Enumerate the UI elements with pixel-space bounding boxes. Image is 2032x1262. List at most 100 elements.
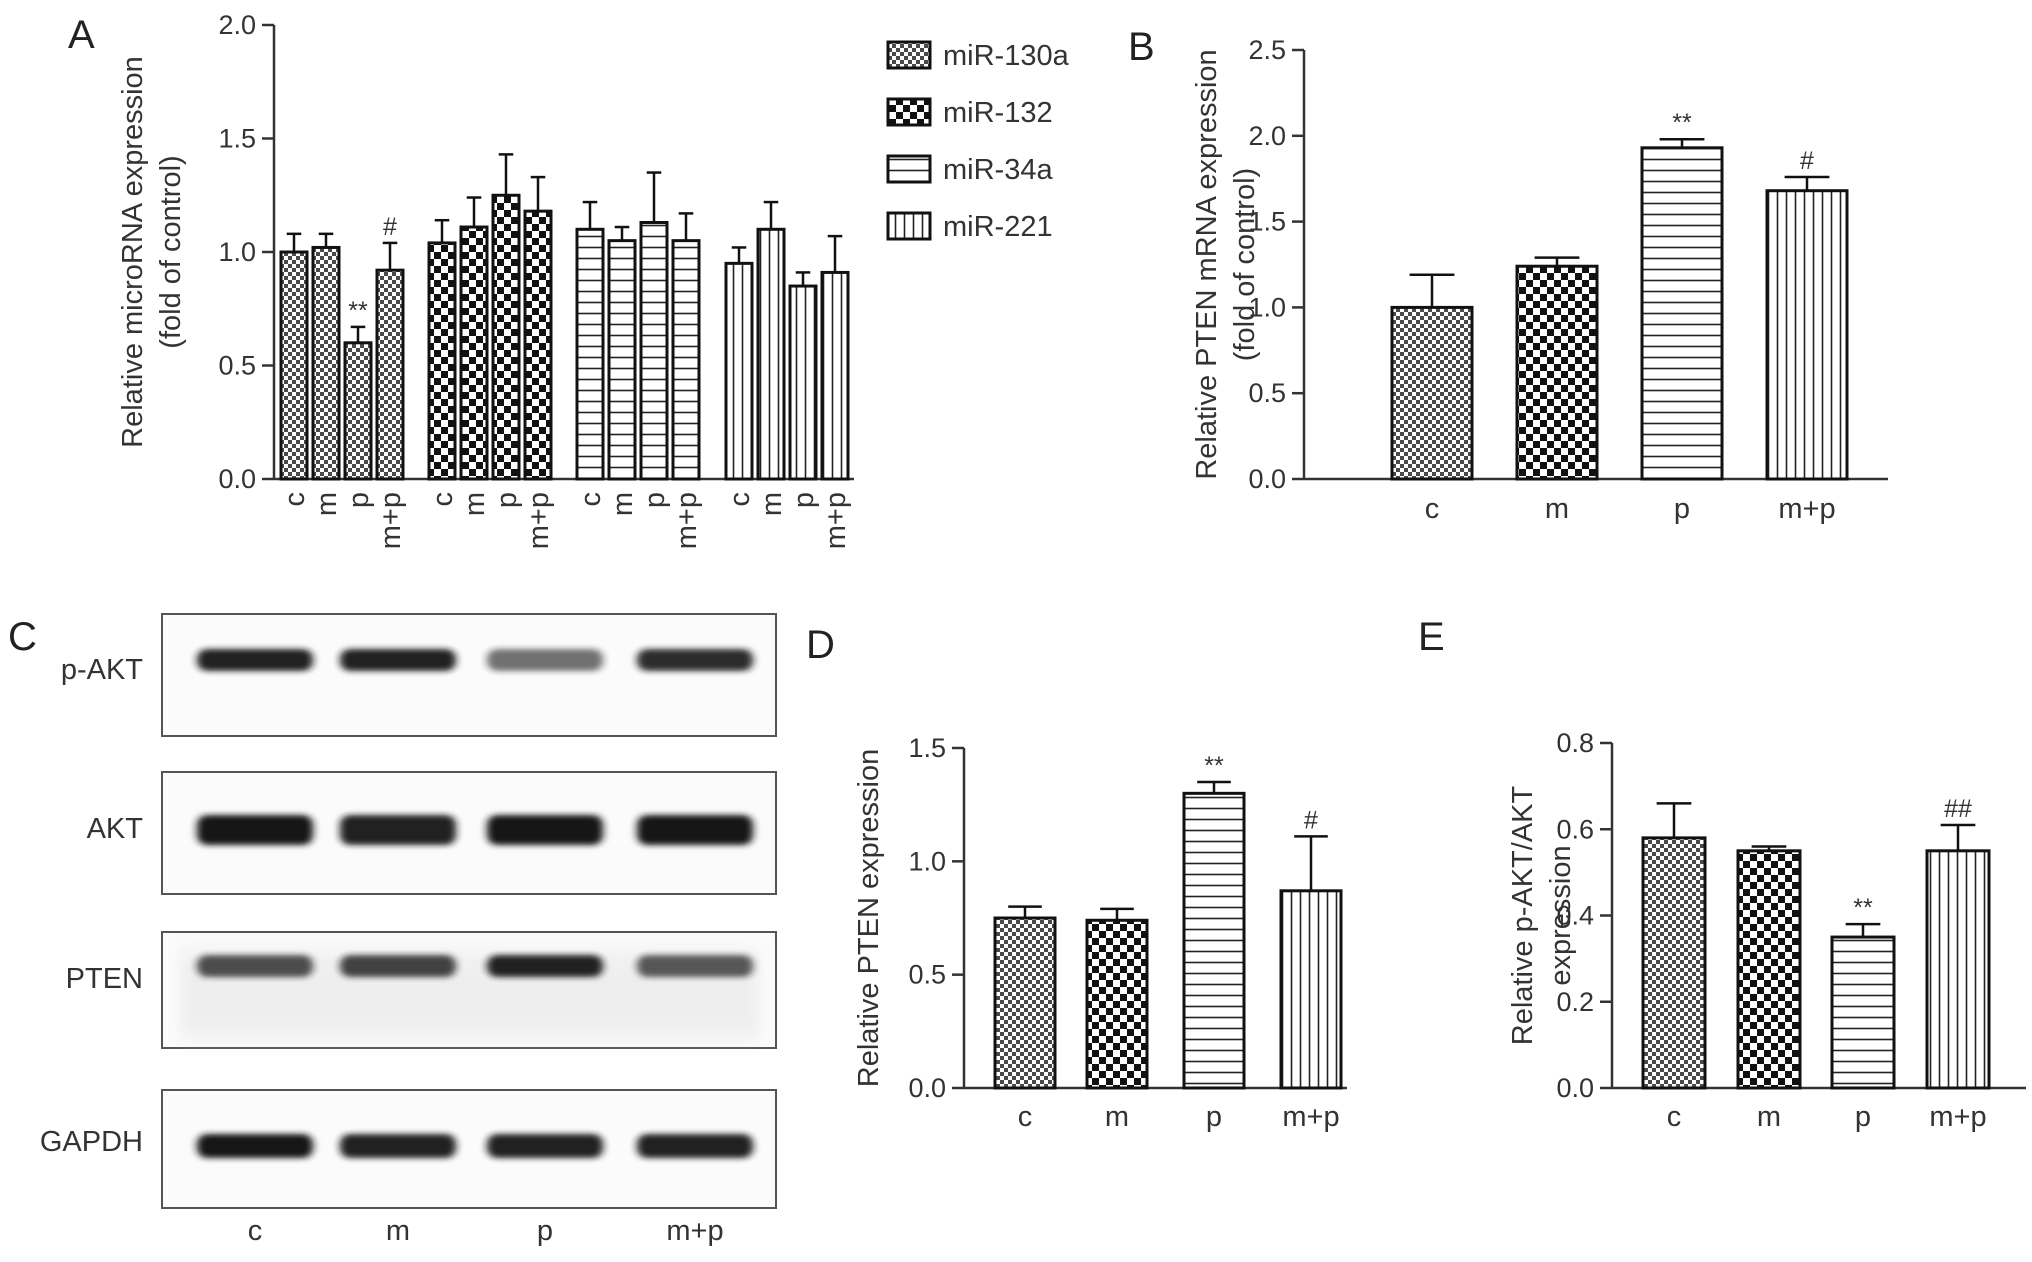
bar-d [1182, 791, 1246, 1090]
x-tick-label-a: m [311, 492, 343, 516]
significance-mark-e: ## [1944, 795, 1972, 823]
significance-mark-a: # [383, 213, 397, 241]
legend-label: miR-132 [943, 97, 1053, 129]
x-tick-label-a: m+p [523, 492, 555, 549]
panel-label-b: B [1128, 25, 1155, 69]
bar-a [375, 268, 405, 481]
y-tick-label-a: 1.5 [218, 124, 256, 154]
y-tick-label-b: 1.0 [1248, 292, 1286, 322]
bar-a [311, 245, 341, 481]
y-tick-label-d: 1.0 [908, 846, 946, 876]
blot-band [340, 815, 456, 845]
bar-a [343, 341, 373, 481]
y-tick-label-e: 0.6 [1556, 814, 1594, 844]
x-tick-label-e: m+p [1929, 1101, 1986, 1133]
blot-band [487, 649, 603, 671]
y-axis-label-d: Relative PTEN expression [853, 749, 885, 1087]
y-tick-label-b: 0.0 [1248, 464, 1286, 494]
y-tick-label-e: 0.0 [1556, 1073, 1594, 1103]
bar-d [1085, 918, 1149, 1090]
x-tick-label-b: m [1545, 493, 1569, 525]
blot-band [637, 649, 753, 671]
bar-e [1736, 849, 1802, 1090]
x-tick-label-e: p [1855, 1101, 1871, 1133]
bar-b [1515, 264, 1599, 481]
panel-label-e: E [1418, 615, 1445, 659]
x-tick-label-a: m [607, 492, 639, 516]
y-tick-label-d: 0.0 [908, 1073, 946, 1103]
bar-a [491, 193, 521, 481]
y-axis-label-e: expression [1545, 845, 1577, 985]
y-tick-label-b: 1.5 [1248, 207, 1286, 237]
bar-a [756, 227, 786, 481]
blot-band [487, 815, 603, 845]
blot-lane-label: p [537, 1215, 553, 1247]
x-tick-label-d: m+p [1282, 1101, 1339, 1133]
y-tick-label-a: 0.0 [218, 464, 256, 494]
x-tick-label-a: m+p [820, 492, 852, 549]
bar-a [575, 227, 605, 481]
bar-a [279, 250, 309, 481]
x-tick-label-a: c [427, 492, 459, 507]
blot-band [637, 815, 753, 845]
bar-a [459, 225, 489, 481]
x-tick-label-b: m+p [1778, 493, 1835, 525]
blot-band [637, 1134, 753, 1158]
bar-a [523, 209, 553, 481]
y-tick-label-a: 2.0 [218, 10, 256, 40]
x-tick-label-b: p [1674, 493, 1690, 525]
legend-label: miR-221 [943, 211, 1053, 243]
bar-e [1641, 836, 1707, 1090]
blot-row-label: AKT [87, 813, 144, 845]
y-tick-label-d: 1.5 [908, 733, 946, 763]
bar-a [820, 270, 850, 481]
blot-lane-label: m [386, 1215, 410, 1247]
bar-b [1390, 305, 1474, 481]
panel-label-d: D [806, 623, 835, 667]
y-tick-label-b: 2.0 [1248, 121, 1286, 151]
y-tick-label-a: 0.5 [218, 351, 256, 381]
x-tick-label-a: c [279, 492, 311, 507]
y-tick-label-b: 2.5 [1248, 35, 1286, 65]
western-blot-panel: p-AKT AKT PTEN GAPDH c m p m+p [40, 613, 777, 1247]
blot-band [340, 1134, 456, 1158]
bar-a [639, 220, 669, 481]
blot-lane-label: m+p [666, 1215, 723, 1247]
bar-a [724, 261, 754, 481]
chart-panel-e: 0.0 0.2 0.4 0.6 0.8 Relative p-AKT/AKT express… [1507, 728, 2026, 1133]
bar-a [427, 241, 457, 481]
x-tick-label-a: p [491, 492, 523, 508]
x-tick-label-e: m [1757, 1101, 1781, 1133]
significance-mark-b: # [1800, 147, 1814, 175]
x-tick-label-d: c [1018, 1101, 1033, 1133]
y-axis-label-e: Relative p-AKT/AKT [1507, 785, 1539, 1045]
legend-swatch [886, 211, 932, 241]
x-tick-label-d: m [1105, 1101, 1129, 1133]
significance-mark-a: ** [348, 297, 368, 325]
x-tick-label-d: p [1206, 1101, 1222, 1133]
bar-b [1640, 146, 1724, 481]
blot-band [197, 815, 313, 845]
significance-mark-d: ** [1204, 752, 1224, 780]
bar-b [1765, 189, 1849, 481]
y-tick-label-e: 0.2 [1556, 987, 1594, 1017]
blot-frame [161, 613, 777, 737]
x-tick-label-e: c [1667, 1101, 1682, 1133]
bar-a [607, 239, 637, 481]
x-tick-label-a: m+p [375, 492, 407, 549]
blot-lane-label: c [248, 1215, 263, 1247]
panel-label-a: A [68, 13, 95, 57]
chart-panel-a: 0.0 0.5 1.0 1.5 2.0 Relative microRNA express… [117, 10, 854, 549]
chart-panel-b: 0.0 0.5 1.0 1.5 2.0 2.5 Relative PTEN mRNA exp… [1191, 35, 1888, 525]
blot-band [487, 1134, 603, 1158]
bar-d [993, 916, 1057, 1090]
blot-band [197, 955, 313, 977]
legend-label: miR-34a [943, 154, 1053, 186]
y-axis-label-a: (fold of control) [155, 155, 187, 348]
x-tick-label-a: p [343, 492, 375, 508]
x-tick-label-a: m [756, 492, 788, 516]
bar-a [671, 239, 701, 481]
legend-swatch [886, 97, 932, 127]
